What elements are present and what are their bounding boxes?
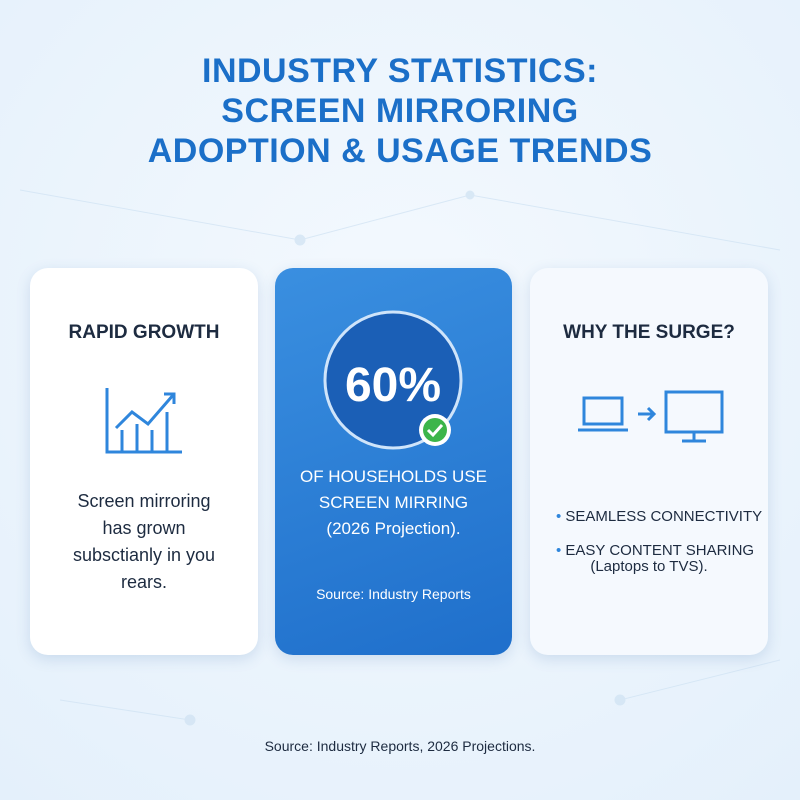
card: RAPID GROWTH Screen mirroring has grown … <box>30 268 258 655</box>
body-line: Screen mirroring <box>77 491 211 511</box>
note: (Laptops to TVS). <box>590 558 708 575</box>
footer-source: Source: Industry Reports, 2026 Projectio… <box>264 738 536 754</box>
bullet: • EASY CONTENT SHARING <box>556 542 755 559</box>
body-line: OF HOUSEHOLDS USE <box>299 467 488 486</box>
bullet-text: SEAMLESS CONNECTIVITY <box>565 508 763 525</box>
body-line: subsctianly in you <box>72 545 216 565</box>
bullet-text: EASY CONTENT SHARING <box>565 542 755 559</box>
bullet-list: • SEAMLESS CONNECTIVITY • EASY CONTENT S… <box>556 500 762 568</box>
card-source: Source: Industry Reports <box>316 586 471 602</box>
body-line: has grown <box>102 518 186 538</box>
stat-circle <box>323 310 463 450</box>
title-line: INDUSTRY STATISTICS: <box>202 52 598 90</box>
body-line: (2026 Projection). <box>326 519 461 538</box>
card-heading: WHY THE SURGE? <box>563 322 735 343</box>
title-line: ADOPTION & USAGE TRENDS <box>147 132 653 170</box>
body-line: SCREEN MIRRING <box>318 493 469 512</box>
title-line: SCREEN MIRRORING <box>221 92 579 130</box>
laptop-to-tv-icon <box>578 390 724 443</box>
card: 60% OF HOUSEHOLDS USE SCREEN MIRRING (20… <box>275 268 512 655</box>
card-body: Screen mirroring has grown subsctianly i… <box>30 488 258 596</box>
stat-value: 60% <box>344 359 442 412</box>
card: WHY THE SURGE? • SEAMLESS CONNECTIVITY •… <box>530 268 768 655</box>
card-body: OF HOUSEHOLDS USE SCREEN MIRRING (2026 P… <box>275 464 512 542</box>
bullet: • SEAMLESS CONNECTIVITY <box>556 508 763 525</box>
growth-icon <box>105 388 182 454</box>
card-heading: RAPID GROWTH <box>68 322 220 343</box>
body-line: rears. <box>120 572 167 592</box>
